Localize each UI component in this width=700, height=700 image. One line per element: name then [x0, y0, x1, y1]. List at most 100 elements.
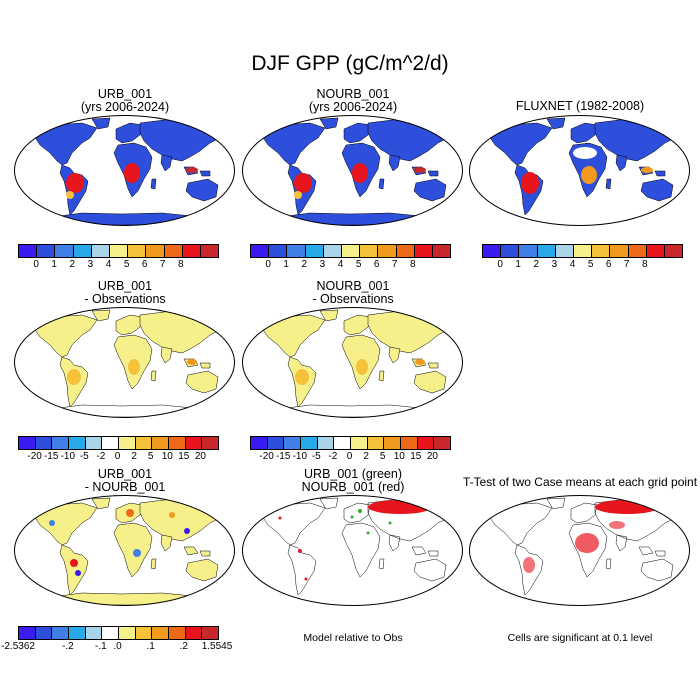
map-sig: [242, 495, 463, 606]
colorbar-ticks-fluxnet: 0 1 2 3 4 5 6 7 8: [482, 259, 681, 273]
tick-label: 6: [141, 259, 148, 270]
tick-label: 1.5545: [201, 641, 233, 652]
tick-label: 2: [533, 259, 540, 270]
panel-title-line2: - Observations: [312, 292, 394, 306]
note-model-relative: Model relative to Obs: [303, 632, 403, 644]
panel-title-urb-obs: URB_001 - Observations: [10, 280, 240, 306]
tick-label: -2: [96, 451, 106, 462]
map-urb: [14, 115, 235, 226]
tick-label: 4: [569, 259, 576, 270]
panel-title-urb: URB_001 (yrs 2006-2024): [10, 88, 240, 114]
panel-title-line1: T-Test of two Case means at each grid po…: [462, 475, 698, 489]
tick-label: 0: [265, 259, 271, 270]
tick-label: 1: [51, 259, 57, 270]
tick-label: 1: [283, 259, 289, 270]
tick-label: 7: [391, 259, 398, 270]
tick-label: 5: [355, 259, 362, 270]
note-cells-significant: Cells are significant at 0.1 level: [507, 632, 653, 644]
colorbar-ticks-nourb: 0 1 2 3 4 5 6 7 8: [250, 259, 449, 273]
tick-label: -15: [275, 451, 291, 462]
panel-title-line1: NOURB_001: [316, 279, 390, 293]
panel-title-line1: FLUXNET (1982-2008): [515, 99, 645, 113]
tick-label: -2: [328, 451, 338, 462]
tick-label: -20: [259, 451, 274, 462]
colorbar-ticks-urb-obs: -20 -15 -10 -5 -2 0 2 5 10 15 20: [18, 451, 217, 465]
panel-title-line1: URB_001: [97, 87, 153, 101]
map-fluxnet: [469, 115, 690, 226]
tick-label: 15: [178, 451, 190, 462]
tick-label: 1: [515, 259, 521, 270]
panel-title-line1: URB_001: [97, 279, 153, 293]
colorbar-nourb-obs: [250, 436, 451, 450]
colorbar-urb: [18, 244, 219, 258]
tick-label: 5: [379, 451, 386, 462]
tick-label: 0: [346, 451, 353, 462]
tick-label: -15: [43, 451, 59, 462]
tick-label: 3: [87, 259, 94, 270]
tick-label: -10: [60, 451, 76, 462]
colorbar-ticks-nourb-obs: -20 -15 -10 -5 -2 0 2 5 10 15 20: [250, 451, 449, 465]
tick-label: 2: [131, 451, 137, 462]
tick-label: 4: [105, 259, 112, 270]
tick-label: -.2: [61, 641, 74, 652]
tick-label: 10: [161, 451, 173, 462]
tick-label: -10: [292, 451, 308, 462]
panel-title-nourb: NOURB_001 (yrs 2006-2024): [238, 88, 468, 114]
tick-label: 8: [178, 259, 184, 270]
tick-label: -5: [311, 451, 321, 462]
page-title: DJF GPP (gC/m^2/d): [251, 52, 449, 75]
tick-label: 3: [319, 259, 326, 270]
colorbar-ticks-urb-nourb: -2.5362 -.2 -.1 .0 .1 .2 1.5545: [1, 641, 232, 655]
panel-title-fluxnet: FLUXNET (1982-2008): [465, 100, 695, 113]
panel-title-line2: (yrs 2006-2024): [80, 100, 170, 114]
tick-label: 6: [605, 259, 612, 270]
tick-label: 20: [194, 451, 206, 462]
map-nourb-obs: [242, 307, 463, 418]
tick-label: .1: [146, 641, 155, 652]
tick-label: 2: [363, 451, 369, 462]
tick-label: .2: [179, 641, 188, 652]
tick-label: 6: [373, 259, 380, 270]
tick-label: 0: [33, 259, 39, 270]
map-urb-nourb: [14, 495, 235, 606]
tick-label: 8: [642, 259, 648, 270]
panel-title-line2: - NOURB_001: [84, 480, 166, 494]
tick-label: -20: [27, 451, 42, 462]
tick-label: 3: [551, 259, 558, 270]
panel-title-urb-nourb: URB_001 - NOURB_001: [10, 468, 240, 494]
tick-label: 5: [587, 259, 594, 270]
tick-label: 4: [337, 259, 344, 270]
tick-label: 7: [159, 259, 166, 270]
colorbar-fluxnet: [482, 244, 683, 258]
map-nourb: [242, 115, 463, 226]
tick-label: 5: [123, 259, 130, 270]
tick-label: -5: [79, 451, 89, 462]
panel-title-line2: (yrs 2006-2024): [308, 100, 398, 114]
panel-title-line2: - Observations: [84, 292, 166, 306]
panel-title-line1: NOURB_001: [316, 87, 390, 101]
tick-label: 0: [497, 259, 503, 270]
tick-label: -2.5362: [1, 641, 35, 652]
colorbar-nourb: [250, 244, 451, 258]
tick-label: .0: [113, 641, 122, 652]
panel-title-line2: NOURB_001 (red): [301, 480, 405, 494]
colorbar-urb-obs: [18, 436, 219, 450]
panel-title-line1: URB_001: [97, 467, 153, 481]
panel-title-sig: URB_001 (green) NOURB_001 (red): [238, 468, 468, 494]
map-urb-obs: [14, 307, 235, 418]
tick-label: 8: [410, 259, 416, 270]
tick-label: 2: [301, 259, 308, 270]
tick-label: 10: [393, 451, 405, 462]
tick-label: 7: [623, 259, 630, 270]
tick-label: -.1: [95, 641, 107, 652]
tick-label: 0: [114, 451, 121, 462]
panel-title-nourb-obs: NOURB_001 - Observations: [238, 280, 468, 306]
colorbar-ticks-urb: 0 1 2 3 4 5 6 7 8: [18, 259, 217, 273]
tick-label: 15: [410, 451, 422, 462]
tick-label: 5: [147, 451, 154, 462]
panel-title-ttest: T-Test of two Case means at each grid po…: [460, 476, 700, 489]
tick-label: 20: [426, 451, 438, 462]
panel-title-line1: URB_001 (green): [304, 467, 402, 481]
map-ttest: [469, 495, 690, 606]
tick-label: 2: [69, 259, 76, 270]
